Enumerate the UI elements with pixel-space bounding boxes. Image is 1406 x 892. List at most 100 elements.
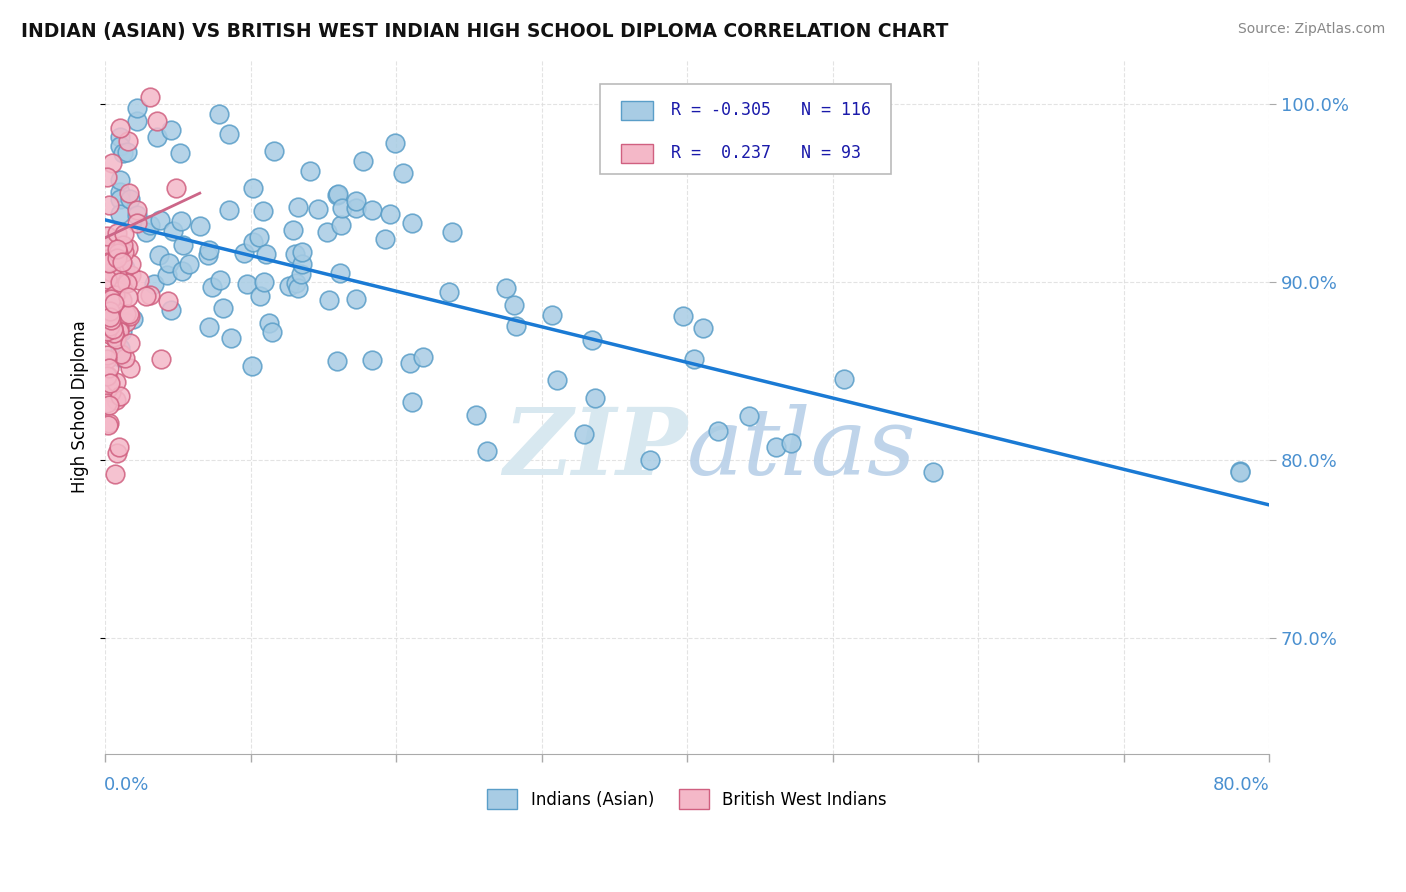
Point <box>922 466 945 480</box>
Point <box>98 376 121 390</box>
Text: atlas: atlas <box>688 403 917 493</box>
Point <box>1229 464 1251 478</box>
Point <box>103 321 125 335</box>
Point <box>120 257 142 271</box>
Point <box>104 288 127 302</box>
Point <box>108 193 131 207</box>
FancyBboxPatch shape <box>600 84 891 174</box>
Point <box>96 369 118 384</box>
Point <box>638 453 661 467</box>
Point <box>672 309 695 323</box>
Point <box>150 352 173 367</box>
Point <box>162 224 184 238</box>
Point <box>165 181 187 195</box>
Point <box>120 335 142 350</box>
Point <box>281 223 304 237</box>
Point <box>148 247 170 261</box>
Point <box>157 256 180 270</box>
Point <box>97 361 120 376</box>
Point <box>105 252 128 266</box>
Point <box>240 359 263 373</box>
Point <box>169 145 191 160</box>
Point <box>97 369 120 384</box>
Point <box>738 409 761 423</box>
Point <box>96 240 118 254</box>
Point <box>110 293 132 307</box>
Point <box>475 444 498 458</box>
Point <box>437 285 460 299</box>
Point <box>1229 465 1251 479</box>
Point <box>107 324 129 338</box>
Point <box>108 185 131 199</box>
Point <box>105 242 128 256</box>
Point <box>574 427 596 442</box>
Point <box>391 166 413 180</box>
Point <box>583 391 606 405</box>
Point <box>208 106 231 120</box>
Point <box>96 229 118 244</box>
Point <box>108 207 131 221</box>
Point <box>98 318 121 333</box>
Point <box>96 324 118 338</box>
Point <box>218 203 240 218</box>
Point <box>120 360 142 375</box>
Point <box>100 313 122 327</box>
Point <box>96 396 118 410</box>
Point <box>247 230 270 244</box>
Point <box>110 324 132 338</box>
Point <box>257 317 280 331</box>
Point <box>98 317 121 331</box>
Point <box>117 186 139 201</box>
Text: 80.0%: 80.0% <box>1212 775 1270 794</box>
Point <box>352 153 374 168</box>
Point <box>307 202 329 216</box>
Point <box>111 238 134 252</box>
FancyBboxPatch shape <box>621 144 654 163</box>
Point <box>100 384 122 399</box>
Point <box>495 280 517 294</box>
Point <box>374 232 396 246</box>
Point <box>108 173 131 187</box>
Point <box>218 127 240 141</box>
Point <box>287 200 309 214</box>
Point <box>105 446 128 460</box>
Point <box>105 227 128 241</box>
Point <box>112 245 135 260</box>
Point <box>344 194 367 209</box>
Point <box>117 134 139 148</box>
Point <box>780 436 803 450</box>
Point <box>287 281 309 295</box>
Point <box>104 375 127 389</box>
Point <box>135 288 157 302</box>
Point <box>127 208 149 222</box>
Point <box>103 296 125 310</box>
Point <box>581 333 603 347</box>
Point <box>832 372 855 386</box>
Point <box>318 293 340 308</box>
Point <box>96 348 118 362</box>
Point <box>103 467 125 482</box>
Point <box>128 272 150 286</box>
Point <box>242 181 264 195</box>
Point <box>707 425 730 439</box>
Point <box>315 225 337 239</box>
Point <box>118 192 141 206</box>
Point <box>108 138 131 153</box>
Point <box>98 291 121 305</box>
Point <box>135 225 157 239</box>
Point <box>115 276 138 290</box>
Point <box>242 235 264 249</box>
Point <box>98 310 121 324</box>
Point <box>380 207 402 221</box>
Text: R =  0.237   N = 93: R = 0.237 N = 93 <box>671 145 860 162</box>
Point <box>172 238 194 252</box>
Point <box>236 277 259 291</box>
Point <box>298 164 321 178</box>
Point <box>97 416 120 430</box>
Point <box>100 292 122 306</box>
Point <box>212 301 235 315</box>
Point <box>284 246 307 260</box>
Point <box>546 373 568 387</box>
Point <box>330 218 353 232</box>
Point <box>384 136 406 151</box>
